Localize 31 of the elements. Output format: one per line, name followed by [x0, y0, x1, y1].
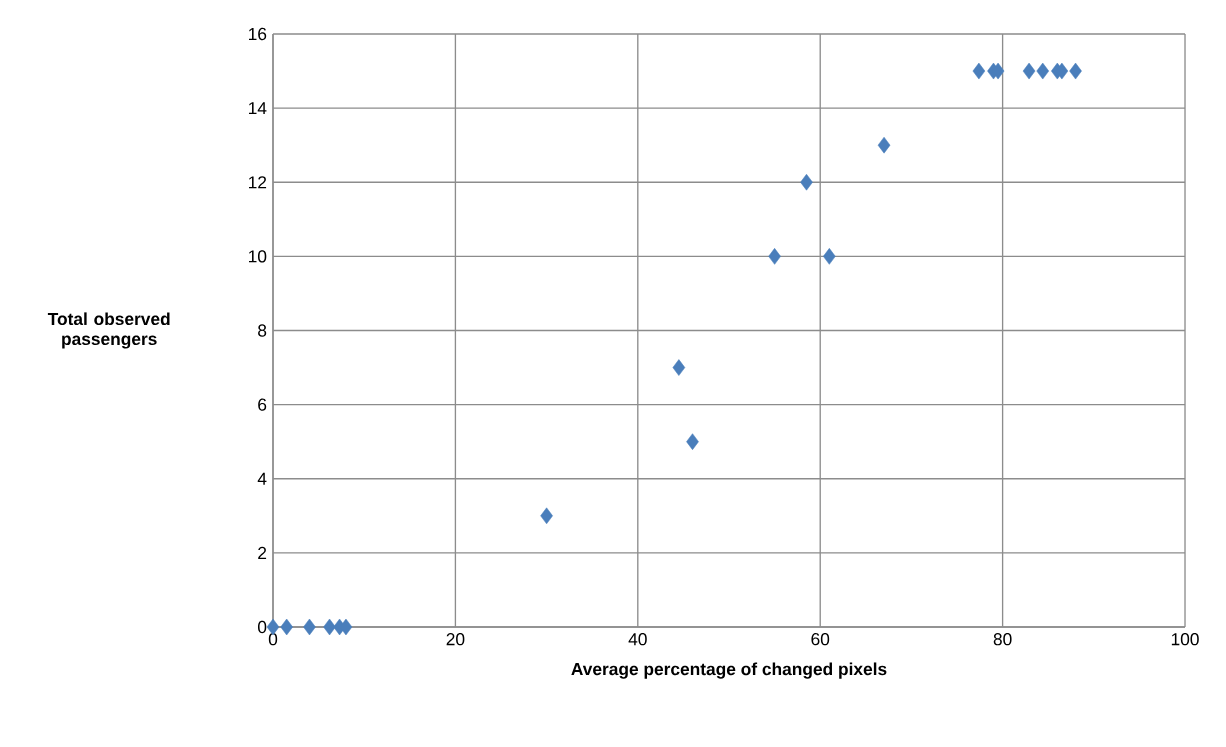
point — [1036, 62, 1050, 80]
x-tick-label: 0 — [268, 633, 278, 646]
x-tick-label: 60 — [811, 633, 830, 646]
y-tick-label: 4 — [257, 472, 267, 485]
point — [1022, 62, 1036, 80]
y-tick-label: 0 — [257, 620, 267, 634]
y-axis-title: Total observed passengers — [47, 312, 170, 349]
x-tick-label: 100 — [1171, 633, 1199, 646]
point — [686, 433, 699, 450]
point — [540, 507, 553, 525]
point — [303, 618, 316, 636]
y-tick-label: 16 — [249, 27, 267, 41]
point — [672, 359, 686, 376]
point — [280, 618, 293, 636]
x-axis-title: Average percentage of changed pixels — [571, 662, 887, 679]
y-tick-label: 8 — [258, 324, 267, 337]
point — [1069, 62, 1082, 80]
y-tick-label: 6 — [258, 398, 267, 411]
point — [972, 62, 986, 80]
y-tick-label: 2 — [258, 546, 267, 559]
y-tick-label: 12 — [249, 176, 267, 189]
x-tick-label: 40 — [628, 633, 647, 646]
point — [823, 248, 836, 265]
y-tick-label: 10 — [249, 250, 267, 263]
point — [800, 173, 813, 191]
point — [768, 248, 781, 265]
x-tick-label: 20 — [446, 633, 465, 646]
point — [323, 618, 336, 636]
y-tick-label: 14 — [249, 102, 267, 115]
x-tick-label: 80 — [993, 633, 1012, 646]
point — [877, 136, 891, 154]
